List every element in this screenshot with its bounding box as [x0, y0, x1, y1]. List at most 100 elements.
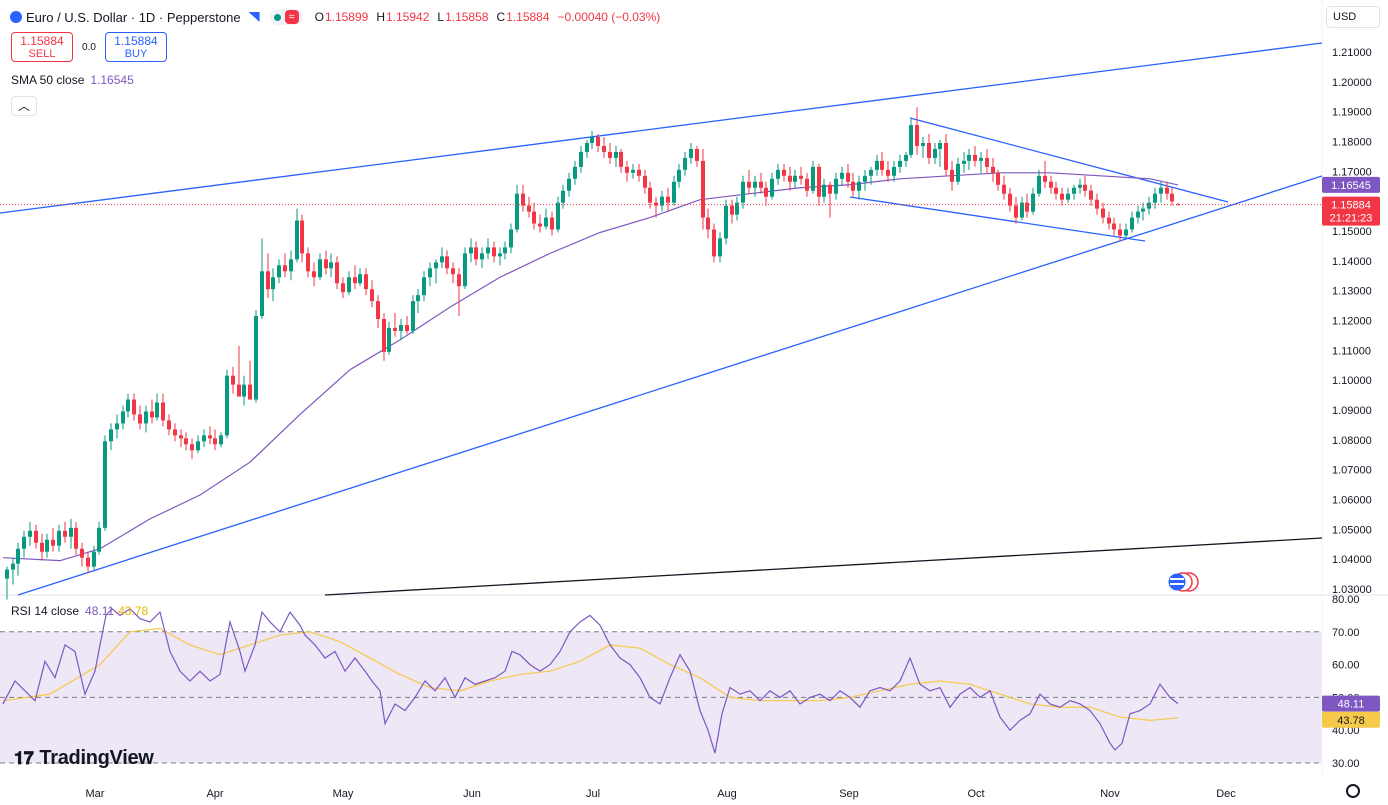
candle — [422, 271, 426, 302]
candle — [956, 157, 960, 185]
long-term-trend-line[interactable] — [324, 537, 1323, 596]
candle — [341, 277, 345, 299]
candle — [121, 405, 125, 430]
candle — [608, 142, 612, 164]
candle — [718, 232, 722, 263]
price-axis[interactable]: 1.21000 1.20000 1.19000 1.18000 1.17000 1.150… — [1322, 47, 1380, 770]
candle — [677, 163, 681, 188]
candle — [231, 366, 235, 394]
tradingview-logo[interactable]: 𝟏𝟕 TradingView — [14, 747, 154, 770]
price-tick-label: 1.17000 — [1332, 166, 1372, 178]
candle — [248, 360, 252, 400]
candle — [347, 271, 351, 296]
candle — [886, 160, 890, 182]
candle — [266, 253, 270, 299]
candle — [863, 169, 867, 191]
ohlc-close: C1.15884 — [496, 10, 550, 24]
candle — [492, 241, 496, 263]
buy-button[interactable]: 1.15884 BUY — [105, 32, 167, 62]
candle — [672, 175, 676, 206]
candle — [701, 148, 705, 230]
candle — [353, 265, 357, 290]
candle — [1043, 160, 1047, 188]
candle — [1078, 178, 1082, 194]
market-open-dot — [273, 13, 281, 21]
gear-icon[interactable] — [1346, 784, 1360, 798]
candle — [666, 187, 670, 212]
candle — [1141, 202, 1145, 221]
candle — [57, 524, 61, 552]
spread-value: 0.0 — [82, 41, 96, 53]
price-tick-label: 1.18000 — [1332, 137, 1372, 149]
candle — [509, 223, 513, 254]
candle — [161, 393, 165, 427]
candle — [358, 268, 362, 287]
candle — [846, 163, 850, 188]
candle — [1130, 211, 1134, 233]
candle — [933, 142, 937, 164]
candle — [1083, 175, 1087, 197]
symbol-title[interactable]: Euro / U.S. Dollar · 1D · Pepperstone — [26, 9, 241, 25]
us-flag-events-icon[interactable] — [1168, 572, 1199, 592]
candle — [643, 169, 647, 194]
candle — [730, 199, 734, 224]
candle — [712, 223, 716, 263]
rsi-legend[interactable]: RSI 14 close 48.11 43.78 — [11, 604, 148, 618]
flag-icon — [248, 12, 260, 22]
candle — [451, 262, 455, 284]
candle — [1014, 196, 1018, 224]
candle — [11, 557, 15, 585]
candle — [556, 196, 560, 233]
sma-legend[interactable]: SMA 50 close 1.16545 — [11, 73, 134, 87]
candle — [817, 163, 821, 206]
rsi-tick-label: 80.00 — [1332, 594, 1360, 606]
candle — [602, 137, 606, 158]
candle — [370, 280, 374, 308]
candle — [150, 399, 154, 424]
candle — [788, 166, 792, 191]
candle — [295, 208, 299, 263]
candle — [880, 151, 884, 176]
candle — [208, 426, 212, 445]
candle — [869, 166, 873, 185]
candle — [242, 375, 246, 406]
ohlc-open: O1.15899 — [314, 10, 369, 24]
candle — [213, 429, 217, 451]
candle — [637, 163, 641, 182]
candle — [962, 151, 966, 173]
wedge-lower-line[interactable] — [849, 196, 1146, 242]
lower-support-line[interactable] — [17, 175, 1323, 596]
trade-panel: 1.15884 SELL 0.0 1.15884 BUY — [11, 32, 167, 62]
price-tick-label: 1.19000 — [1332, 107, 1372, 119]
candle — [805, 172, 809, 197]
currency-selector[interactable]: USD — [1326, 6, 1380, 28]
candle — [144, 405, 148, 433]
price-tick-label: 1.08000 — [1332, 435, 1372, 447]
candle — [851, 172, 855, 197]
candle — [1165, 181, 1169, 200]
upper-channel-line[interactable] — [0, 42, 1323, 214]
price-tick-label: 1.15000 — [1332, 226, 1372, 238]
candle — [260, 238, 264, 320]
candle — [822, 178, 826, 203]
wedge-upper-line[interactable] — [909, 117, 1229, 203]
chevron-up-icon[interactable]: ︿ — [11, 96, 37, 116]
rsi-value: 48.11 — [85, 604, 115, 618]
tradingview-mark-icon: 𝟏𝟕 — [14, 748, 34, 768]
candle — [289, 250, 293, 281]
candle — [428, 262, 432, 287]
candles — [5, 107, 1180, 600]
trendline-drawings[interactable] — [0, 42, 1323, 596]
candle — [1002, 175, 1006, 200]
price-tick-label: 1.21000 — [1332, 47, 1372, 59]
candle — [695, 145, 699, 167]
time-axis[interactable]: Mar Apr May Jun Jul Aug Sep Oct Nov Dec — [86, 788, 1237, 800]
candle — [770, 172, 774, 200]
market-status-pill[interactable]: ≈ — [269, 9, 303, 25]
sell-button[interactable]: 1.15884 SELL — [11, 32, 73, 62]
candle — [967, 148, 971, 170]
candle — [405, 316, 409, 334]
candle — [40, 533, 44, 561]
